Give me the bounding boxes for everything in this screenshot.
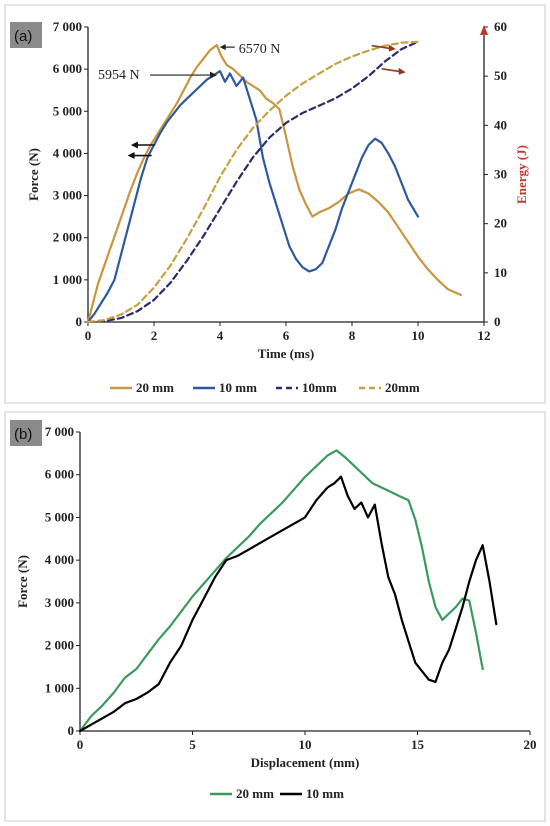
- y-right-axis-title: Energy (J): [514, 145, 529, 204]
- panel-label: (b): [14, 426, 32, 443]
- series-line-20mm-3: [86, 40, 420, 324]
- y-right-tick-label: 50: [494, 68, 507, 83]
- x-tick-label: 5: [189, 737, 196, 752]
- y-right-tick-label: 60: [494, 19, 507, 34]
- annotation-peak-20mm: 6570 N: [239, 42, 281, 57]
- energy-indicator-arrowhead: [398, 67, 406, 75]
- panel-label: (a): [14, 28, 32, 45]
- y-right-tick-label: 40: [494, 117, 507, 132]
- energy-indicator-arrow: [381, 68, 402, 73]
- x-tick-label: 8: [349, 328, 356, 343]
- x-tick-label: 0: [77, 737, 84, 752]
- y-tick-label: 1 000: [45, 680, 74, 695]
- x-tick-label: 6: [283, 328, 290, 343]
- series-line-10mm-2: [86, 40, 420, 324]
- series-line-10mm-1: [86, 70, 420, 324]
- legend-label: 10 mm: [219, 380, 257, 395]
- y-tick-label: 3 000: [45, 595, 74, 610]
- y-tick-label: 2 000: [45, 638, 74, 653]
- series-line-10mm-1: [78, 475, 498, 733]
- y-tick-label: 7 000: [45, 424, 74, 439]
- y-right-tick-label: 30: [494, 167, 507, 182]
- energy-indicator-arrowhead: [388, 44, 396, 52]
- panel-tag-background: [10, 420, 42, 446]
- y-right-tick-label: 20: [494, 216, 507, 231]
- y-tick-label: 3 000: [53, 188, 82, 203]
- y-tick-label: 2 000: [53, 230, 82, 245]
- legend-label: 10 mm: [306, 786, 344, 801]
- x-tick-label: 20: [524, 737, 537, 752]
- y-tick-label: 5 000: [45, 509, 74, 524]
- y-right-tick-label: 0: [494, 314, 501, 329]
- y-axis-title: Force (N): [26, 148, 41, 201]
- x-tick-label: 0: [85, 328, 92, 343]
- y-tick-label: 6 000: [45, 467, 74, 482]
- annotation-peak-10mm: 5954 N: [98, 68, 140, 83]
- y-tick-label: 1 000: [53, 272, 82, 287]
- x-tick-label: 2: [151, 328, 158, 343]
- legend-label: 20mm: [385, 380, 420, 395]
- annotation-arrowhead: [219, 44, 226, 51]
- energy-indicator-arrow: [371, 44, 392, 50]
- panel-frame: [4, 4, 546, 404]
- y-tick-label: 4 000: [45, 552, 74, 567]
- legend-label: 20 mm: [236, 786, 274, 801]
- panel-frame: [4, 411, 546, 822]
- y-right-axis-arrow: [480, 25, 488, 35]
- axis-indicator-arrowhead: [127, 152, 135, 160]
- y-tick-label: 5 000: [53, 103, 82, 118]
- series-line-20mm-0: [78, 449, 484, 733]
- x-tick-label: 10: [299, 737, 312, 752]
- x-tick-label: 12: [478, 328, 491, 343]
- x-tick-label: 15: [411, 737, 425, 752]
- y-tick-label: 4 000: [53, 145, 82, 160]
- y-tick-label: 6 000: [53, 61, 82, 76]
- x-tick-label: 4: [217, 328, 224, 343]
- legend-label: 20 mm: [136, 380, 174, 395]
- series-line-20mm-0: [86, 44, 462, 324]
- annotation-arrowhead: [210, 71, 217, 79]
- y-tick-label: 7 000: [53, 19, 82, 34]
- y-tick-label: 0: [76, 314, 83, 329]
- x-axis-title: Time (ms): [258, 346, 314, 361]
- x-axis-title: Displacement (mm): [251, 755, 360, 770]
- legend-label: 10mm: [302, 380, 337, 395]
- y-right-tick-label: 10: [494, 265, 507, 280]
- axis-indicator-arrowhead: [130, 141, 138, 149]
- panel-tag-background: [10, 22, 42, 48]
- y-axis-title: Force (N): [15, 555, 30, 608]
- y-tick-label: 0: [68, 723, 75, 738]
- chart-panel-b: (b) 0 1 000 2 000 3 000 4 000 5 000 6 000 7 000 0…: [4, 411, 546, 822]
- x-tick-label: 10: [412, 328, 425, 343]
- chart-panel-a: (a) 0 1 000 2 000 3 000 4 000 5 000 6 000 7 000 0…: [4, 4, 546, 404]
